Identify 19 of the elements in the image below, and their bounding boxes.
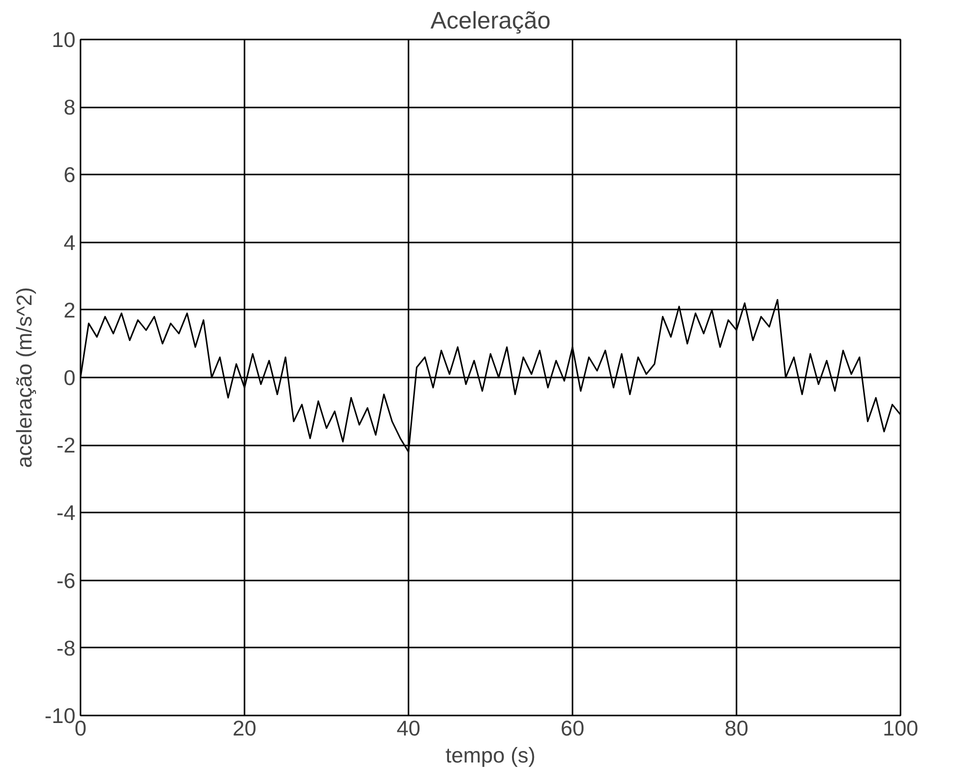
x-axis-title: tempo (s) — [445, 744, 536, 768]
y-tick-label: -10 — [44, 704, 76, 728]
y-tick-label: 8 — [64, 96, 76, 120]
chart-title: Aceleração — [430, 8, 551, 34]
x-tick-label: 80 — [724, 716, 748, 740]
y-tick-label: 2 — [64, 298, 76, 322]
x-tick-label: 60 — [560, 716, 584, 740]
y-tick-label: -6 — [56, 568, 76, 593]
y-tick-label: 6 — [64, 163, 76, 188]
y-tick-label: -2 — [56, 434, 76, 458]
y-tick-label: 0 — [64, 366, 76, 390]
x-tick-label: 40 — [396, 716, 420, 740]
x-tick-label: 100 — [882, 716, 918, 740]
y-tick-label: 4 — [64, 230, 76, 255]
y-tick-label: 10 — [52, 28, 76, 52]
y-axis-title: aceleração (m/s^2) — [12, 287, 37, 468]
y-tick-label: -4 — [56, 501, 76, 526]
y-tick-label: -8 — [56, 636, 76, 660]
x-tick-label: 20 — [232, 716, 256, 740]
